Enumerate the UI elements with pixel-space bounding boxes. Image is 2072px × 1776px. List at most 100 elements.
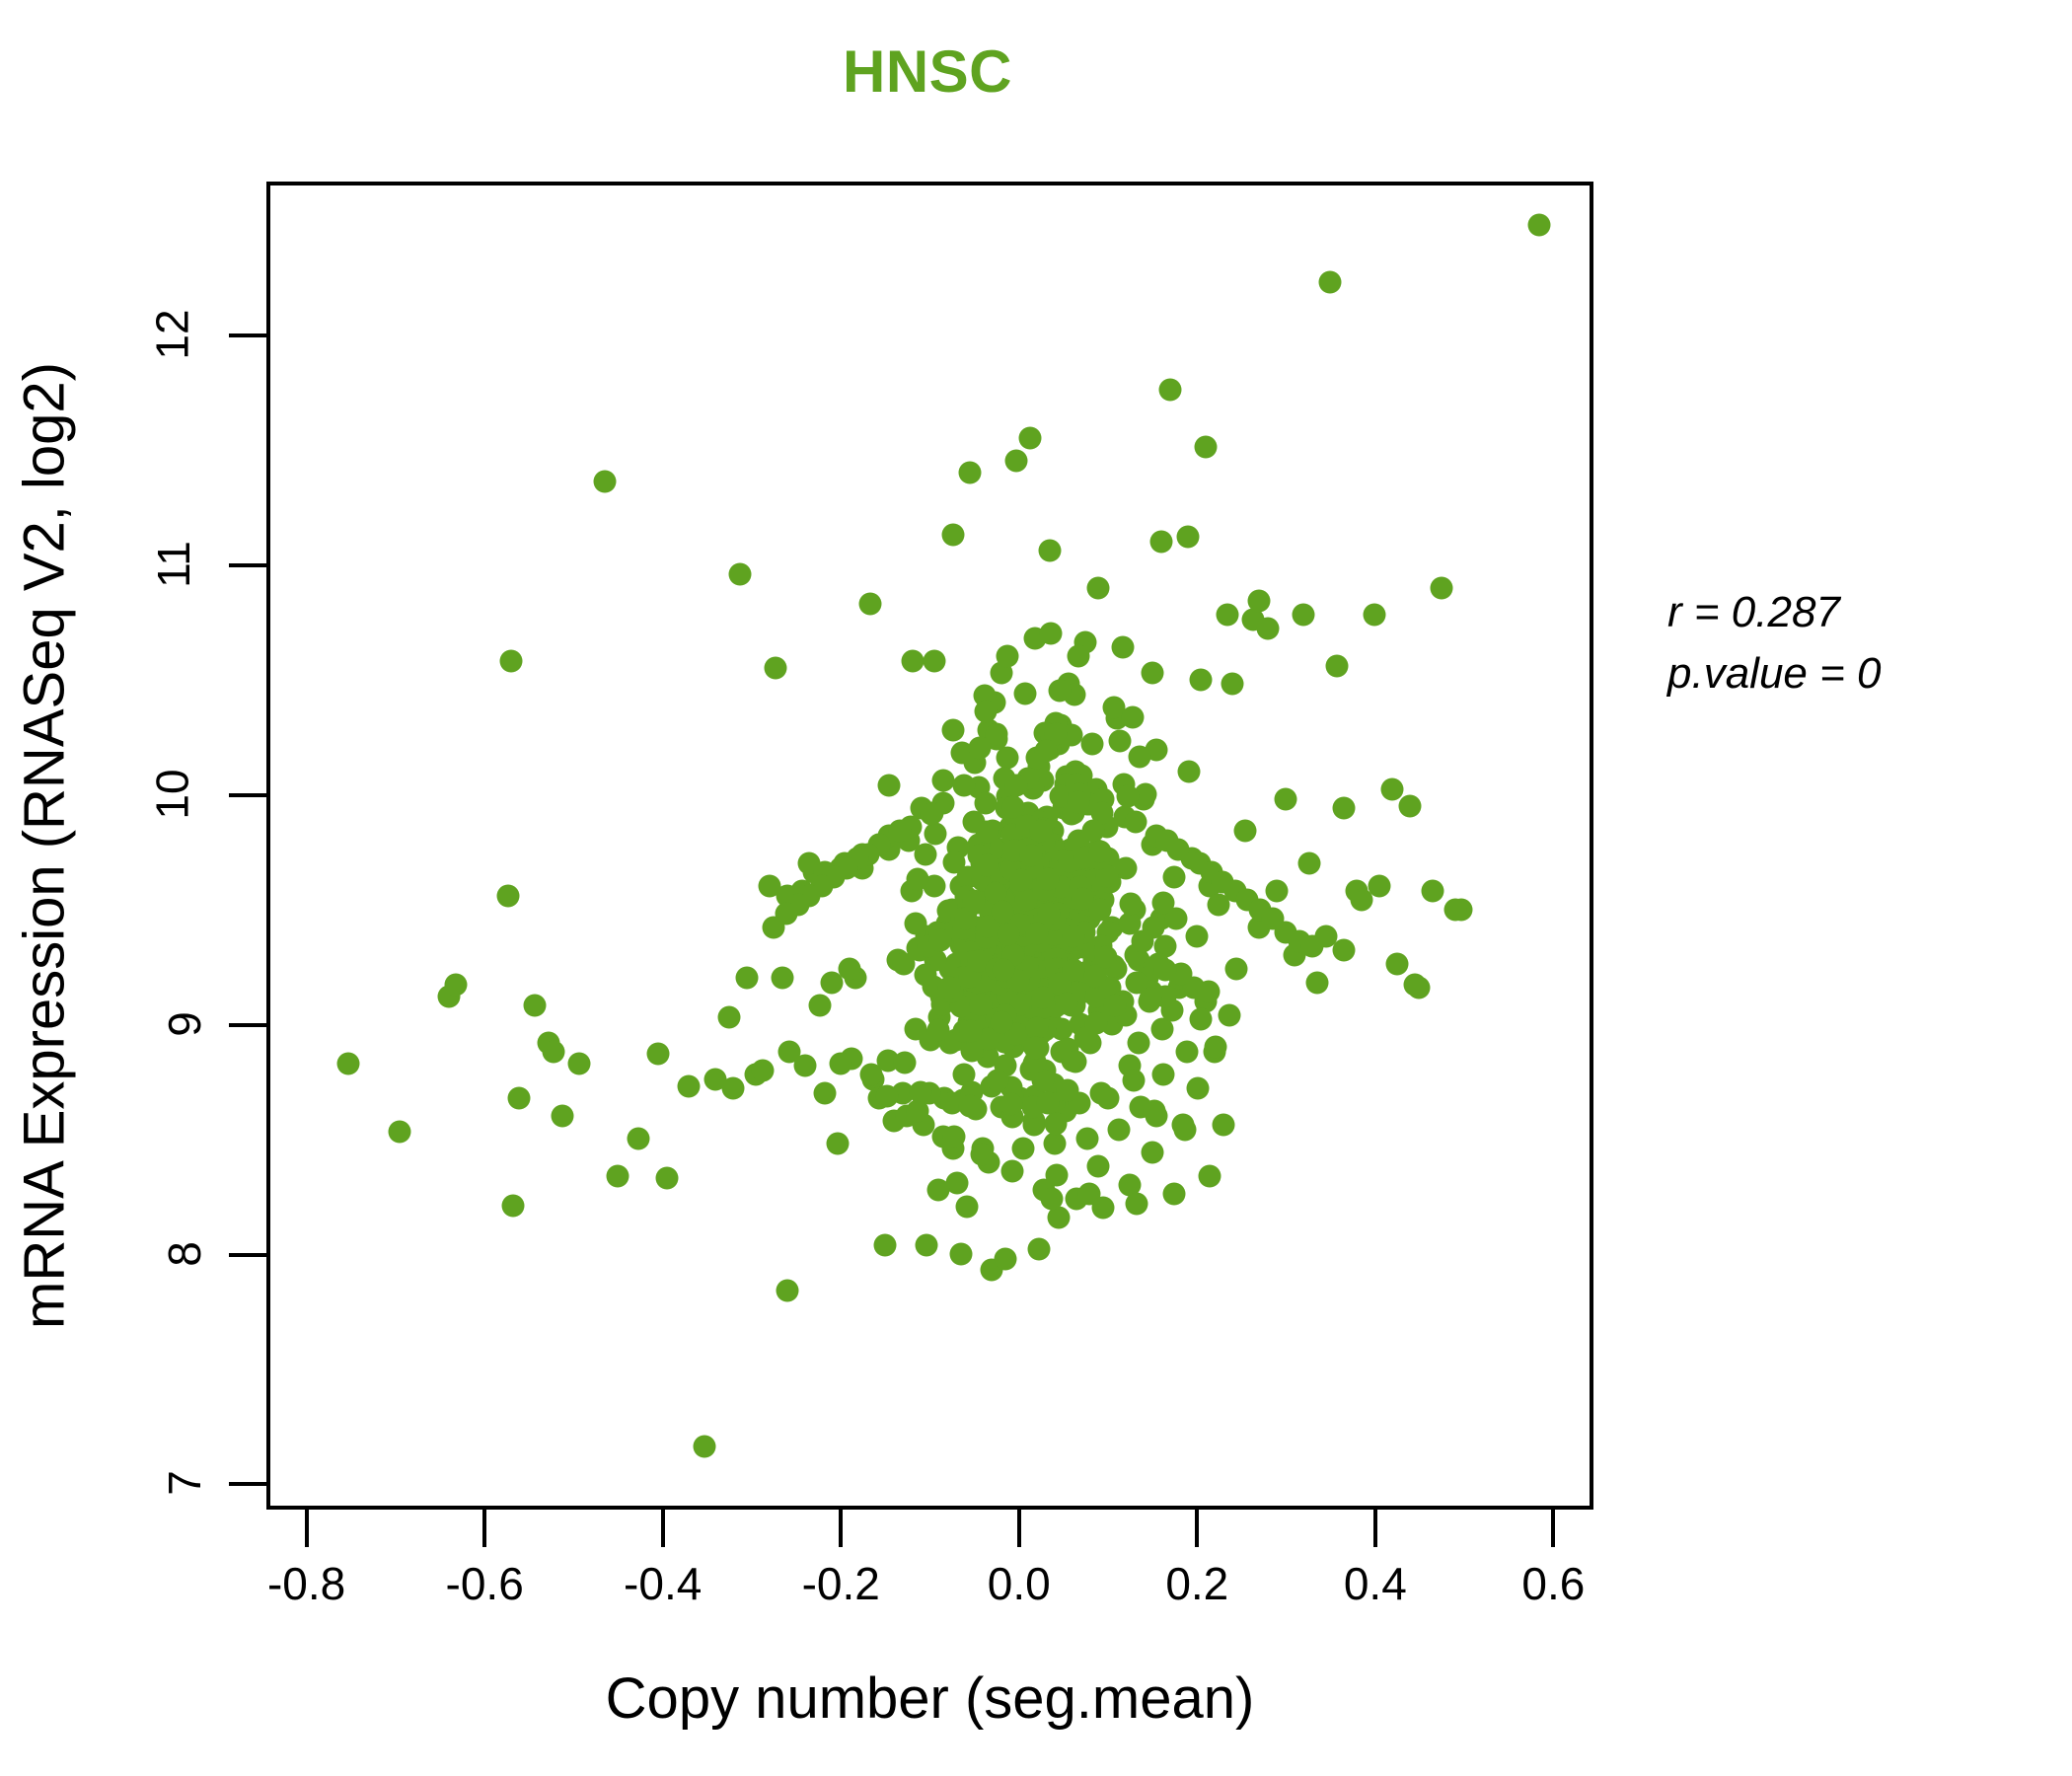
- x-axis-tick-label: 0.2: [1165, 1558, 1229, 1609]
- data-point: [969, 993, 993, 1016]
- data-point: [952, 1063, 976, 1086]
- data-point: [941, 718, 965, 742]
- data-point: [1038, 539, 1062, 562]
- data-point: [1151, 1063, 1175, 1086]
- data-point: [1204, 1035, 1227, 1059]
- data-point: [888, 819, 912, 843]
- data-point: [937, 976, 961, 999]
- data-point: [606, 1164, 629, 1188]
- data-point: [1177, 760, 1201, 783]
- data-point: [1095, 864, 1119, 888]
- data-point: [906, 867, 929, 890]
- data-point: [1297, 851, 1321, 875]
- data-point: [1096, 1086, 1120, 1109]
- data-point: [928, 928, 952, 952]
- data-point: [496, 884, 520, 908]
- data-point: [1094, 945, 1118, 969]
- data-point: [1103, 994, 1127, 1017]
- data-point: [1197, 980, 1221, 1003]
- data-point: [1045, 1163, 1069, 1187]
- data-point: [1047, 1206, 1071, 1229]
- data-point: [1443, 898, 1467, 922]
- data-point: [1153, 934, 1177, 958]
- x-axis-tick-label: -0.8: [266, 1558, 346, 1609]
- x-axis-tick: [1016, 1510, 1021, 1547]
- data-point: [593, 470, 616, 493]
- data-point: [655, 1166, 679, 1190]
- data-point: [968, 736, 992, 760]
- data-point: [1067, 644, 1090, 668]
- data-point: [967, 949, 991, 973]
- x-axis-tick-label: 0.0: [987, 1558, 1051, 1609]
- data-point: [1164, 907, 1188, 930]
- data-point: [1011, 1137, 1035, 1160]
- data-point: [1001, 795, 1025, 819]
- data-point: [1189, 668, 1213, 692]
- data-point: [942, 851, 966, 874]
- x-axis-tick-label: 0.4: [1343, 1558, 1407, 1609]
- data-point: [735, 966, 759, 990]
- data-point: [984, 881, 1007, 905]
- data-point: [994, 1247, 1017, 1270]
- data-point: [974, 791, 998, 815]
- x-axis-tick: [1551, 1510, 1556, 1547]
- data-point: [976, 1027, 999, 1051]
- data-point: [820, 971, 844, 995]
- data-point: [1332, 938, 1356, 962]
- data-point: [1350, 888, 1373, 912]
- data-point: [1218, 1003, 1241, 1027]
- data-point: [1121, 705, 1145, 729]
- data-point: [1044, 1112, 1068, 1136]
- data-point: [1088, 898, 1112, 922]
- data-point: [499, 649, 523, 673]
- data-point: [1040, 1187, 1064, 1211]
- data-point: [1153, 958, 1177, 982]
- x-axis-tick-label: 0.6: [1521, 1558, 1586, 1609]
- data-point: [1185, 925, 1209, 948]
- data-point: [926, 1018, 950, 1042]
- data-point: [677, 1074, 701, 1098]
- y-axis-title-container: mRNA Expression (RNASeq V2, log2): [0, 182, 89, 1510]
- data-point: [1111, 635, 1135, 659]
- x-axis-tick: [839, 1510, 844, 1547]
- data-point: [1380, 777, 1404, 801]
- data-point: [388, 1120, 411, 1144]
- data-point: [776, 1279, 799, 1302]
- data-point: [1189, 1007, 1213, 1031]
- data-point: [1139, 987, 1161, 1010]
- data-point: [1363, 603, 1386, 627]
- data-point: [990, 1010, 1013, 1034]
- data-point: [793, 1054, 817, 1077]
- data-point: [1143, 1099, 1166, 1123]
- data-point: [1175, 1040, 1199, 1064]
- data-point: [646, 1042, 670, 1066]
- data-point: [974, 700, 998, 723]
- data-point: [985, 722, 1008, 746]
- data-point: [1131, 929, 1154, 953]
- data-point: [1198, 1164, 1221, 1188]
- data-point: [1151, 891, 1175, 915]
- data-point: [1027, 1237, 1051, 1261]
- data-point: [914, 963, 937, 987]
- data-point: [717, 1005, 741, 1029]
- data-point: [975, 853, 999, 877]
- data-point: [336, 1052, 360, 1075]
- data-point: [1018, 426, 1042, 450]
- data-point: [892, 952, 916, 976]
- data-point: [1421, 879, 1444, 903]
- data-point: [758, 874, 780, 898]
- data-point: [1077, 1182, 1101, 1206]
- x-axis-title: Copy number (seg.mean): [605, 1666, 1255, 1731]
- data-point: [1004, 774, 1028, 797]
- data-point: [1127, 1031, 1150, 1055]
- data-point: [1118, 912, 1142, 935]
- data-point: [1318, 270, 1342, 294]
- data-point: [958, 1094, 982, 1118]
- data-point: [1036, 867, 1060, 891]
- data-point: [1009, 868, 1033, 892]
- x-axis-tick: [660, 1510, 665, 1547]
- data-point: [996, 746, 1019, 770]
- data-point: [1031, 986, 1055, 1009]
- data-point: [920, 802, 943, 826]
